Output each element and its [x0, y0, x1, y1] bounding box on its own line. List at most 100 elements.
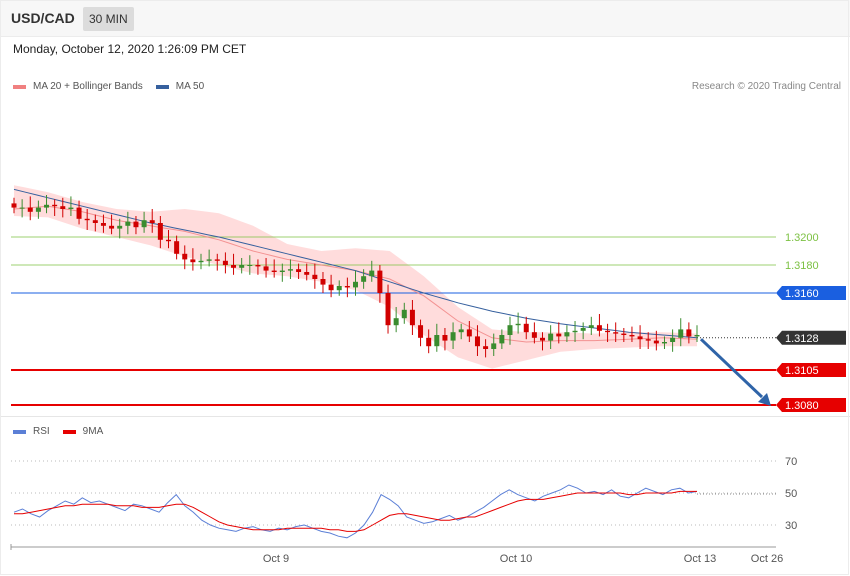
rsi-ma-legend-label: 9MA [82, 426, 104, 437]
candle [556, 322, 562, 344]
candle-body [76, 207, 82, 219]
candle [84, 209, 90, 230]
candle-body [84, 218, 90, 221]
candle-body [174, 241, 180, 254]
timeframe-badge[interactable]: 30 MIN [83, 7, 134, 31]
rsi-swatch [13, 429, 26, 434]
candle-body [263, 266, 269, 271]
candle [361, 269, 367, 289]
candle-body [572, 330, 578, 333]
candle-body [231, 265, 237, 268]
candle [320, 272, 326, 293]
candle-body [491, 343, 497, 349]
candle [239, 258, 245, 274]
rsi-ma-swatch [62, 429, 76, 434]
candle-body [361, 276, 367, 282]
candle-body [507, 325, 513, 335]
candle-body [117, 225, 123, 229]
candle [263, 258, 269, 278]
candle [279, 263, 285, 282]
candle-body [605, 330, 611, 333]
candle [466, 321, 472, 342]
candle-body [466, 329, 472, 337]
candle [369, 260, 375, 282]
candle-body [596, 325, 602, 331]
candle [35, 200, 41, 219]
candle [27, 196, 33, 221]
candle [60, 197, 66, 218]
candle-body [27, 207, 33, 212]
candle-body [694, 335, 700, 337]
candle [133, 216, 139, 235]
candle-body [434, 335, 440, 347]
candle-body [92, 220, 98, 223]
ma20-swatch [13, 84, 26, 89]
candle [11, 197, 17, 214]
candle [540, 332, 546, 351]
candle-body [19, 207, 25, 209]
candle-body [621, 333, 627, 335]
candle-body [182, 253, 188, 260]
price-tag-box [776, 330, 846, 345]
candle-body [304, 272, 310, 275]
price-tag-1.3128: 1.3128 [776, 330, 846, 345]
candle-body [458, 329, 464, 333]
chart-header: USD/CAD 30 MIN [0, 0, 850, 37]
candle-body [68, 207, 74, 209]
candle [353, 270, 358, 296]
candle [678, 318, 684, 347]
candle [304, 263, 310, 281]
candle-body [450, 332, 456, 341]
forecast-arrow-shaft [699, 338, 764, 399]
candle-body [653, 340, 659, 344]
candle-body [60, 206, 66, 209]
candle [661, 336, 667, 349]
price-chart[interactable]: 1.3200 1.3180 1.3160 1.3128 1.3105 1.3080 [0, 0, 850, 416]
candle [588, 316, 594, 335]
candle [385, 284, 391, 334]
candle-body [35, 207, 41, 212]
candle-body [531, 332, 537, 338]
candle-body [141, 220, 147, 228]
candle [418, 319, 424, 347]
candle-body [271, 270, 277, 272]
candle [296, 263, 302, 279]
candle-body [629, 335, 635, 337]
candle [637, 325, 643, 349]
ma50-swatch [155, 84, 169, 89]
candle-body [377, 270, 383, 293]
candle-body [670, 337, 676, 342]
candle [499, 329, 505, 349]
candle [377, 265, 383, 303]
rsi-chart[interactable]: 70 50 30 Oct 9 Oct 10 Oct 13 Oct 26 [0, 417, 850, 576]
candle [182, 245, 188, 270]
candle-body [157, 223, 163, 240]
candle-body [296, 269, 302, 272]
x-tick-label: Oct 9 [263, 553, 289, 565]
price-tag-1.3180: 1.3180 [785, 260, 819, 272]
candle-body [499, 335, 505, 344]
candle-body [613, 332, 619, 334]
candle [670, 329, 676, 352]
candle [531, 322, 537, 344]
symbol-label[interactable]: USD/CAD [11, 10, 75, 26]
candle-body [214, 259, 220, 261]
x-tick-label: Oct 13 [684, 553, 716, 565]
candle [174, 235, 180, 260]
candle-body [409, 309, 415, 326]
candle [287, 259, 293, 279]
candle [247, 255, 253, 275]
rsi-legend-label: RSI [33, 426, 50, 437]
candle [255, 259, 261, 275]
candle [141, 211, 147, 233]
candle [409, 300, 415, 335]
price-tag-1.3200: 1.3200 [785, 232, 819, 244]
candle [231, 253, 237, 275]
candle-body [312, 274, 318, 279]
candle [76, 200, 82, 225]
candle [621, 328, 627, 342]
candle-body [206, 259, 212, 261]
candle-body [198, 260, 204, 263]
candle-body [564, 332, 570, 337]
rsi-axis-label: 30 [785, 520, 797, 532]
